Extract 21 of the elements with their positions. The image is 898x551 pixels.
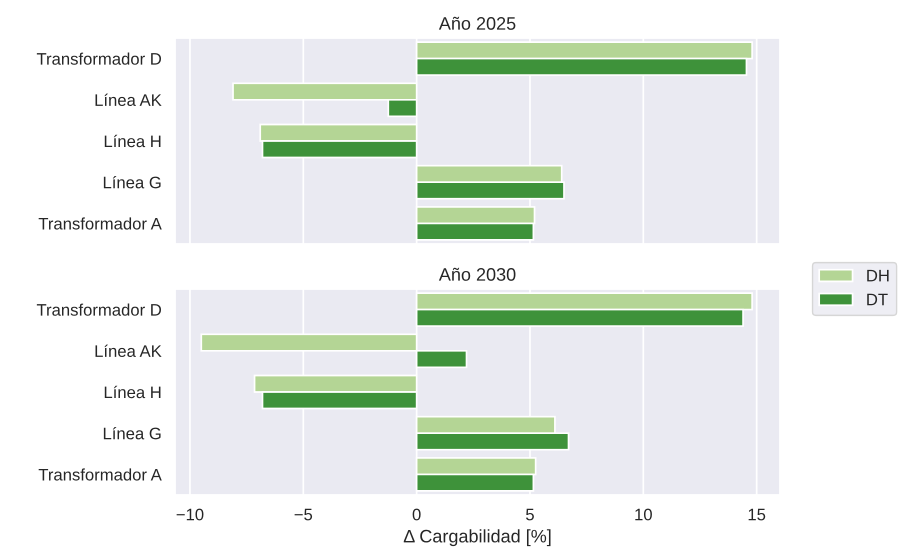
y-tick-label: Línea H xyxy=(104,386,160,398)
y-tick-label: Transformador A xyxy=(38,468,162,481)
chart-title: Año 2025 xyxy=(438,16,516,30)
y-tick-label: Línea AK xyxy=(96,344,162,358)
y-tick-label: Línea AK xyxy=(96,94,162,106)
x-tick-label: −10 xyxy=(176,508,204,520)
y-tick-label: Transformador D xyxy=(36,304,162,316)
y-tick-label: Línea H xyxy=(104,134,160,148)
x-tick-label: 10 xyxy=(635,508,652,520)
x-tick-label: 5 xyxy=(526,508,534,520)
y-tick-label: Línea G xyxy=(104,176,161,188)
chart-title: Año 2030 xyxy=(438,268,516,281)
y-tick-label: Transformador D xyxy=(36,52,162,65)
x-tick-label: 0 xyxy=(412,508,421,520)
legend-label: DH xyxy=(867,270,889,282)
x-tick-label: 15 xyxy=(748,508,766,520)
y-tick-label: Transformador A xyxy=(38,217,162,230)
legend-label: DT xyxy=(867,294,888,306)
y-tick-label: Línea G xyxy=(104,426,161,440)
x-tick-label: −5 xyxy=(294,508,312,520)
x-axis-title: Δ Cargabilidad [%] xyxy=(404,529,550,546)
